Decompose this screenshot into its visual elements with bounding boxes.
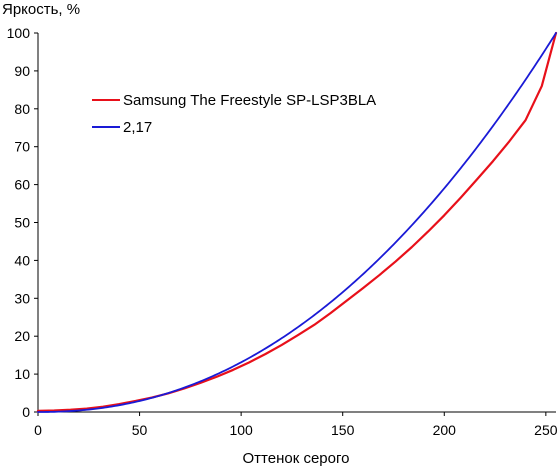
y-axis-title: Яркость, % bbox=[2, 1, 80, 18]
axes: 0 10 20 30 40 50 60 70 80 90 100 0 50 100 150 200 250 bbox=[7, 25, 558, 438]
series-line-1 bbox=[36, 31, 558, 412]
y-tick-label: 10 bbox=[14, 366, 30, 382]
legend-label-2: 2,17 bbox=[123, 119, 152, 136]
x-axis-title: Оттенок серого bbox=[243, 450, 350, 467]
legend: Samsung The Freestyle SP-LSP3BLA 2,17 bbox=[92, 92, 376, 136]
y-tick-label: 0 bbox=[22, 404, 30, 420]
y-tick-label: 80 bbox=[14, 101, 30, 117]
series-line-2 bbox=[37, 32, 557, 413]
y-tick-label: 20 bbox=[14, 328, 30, 344]
y-tick-label: 100 bbox=[7, 25, 31, 41]
x-tick-label: 50 bbox=[132, 422, 148, 438]
y-tick-label: 60 bbox=[14, 177, 30, 193]
x-tick-label: 100 bbox=[229, 422, 253, 438]
legend-label-1: Samsung The Freestyle SP-LSP3BLA bbox=[123, 92, 376, 109]
y-tick-label: 90 bbox=[14, 63, 30, 79]
x-tick-label: 250 bbox=[534, 422, 558, 438]
y-tick-label: 40 bbox=[14, 252, 30, 268]
x-tick-label: 200 bbox=[433, 422, 457, 438]
x-tick-label: 150 bbox=[331, 422, 355, 438]
x-tick-label: 0 bbox=[34, 422, 42, 438]
y-tick-label: 30 bbox=[14, 290, 30, 306]
series-layer bbox=[36, 31, 558, 413]
y-tick-label: 70 bbox=[14, 139, 30, 155]
y-tick-label: 50 bbox=[14, 215, 30, 231]
